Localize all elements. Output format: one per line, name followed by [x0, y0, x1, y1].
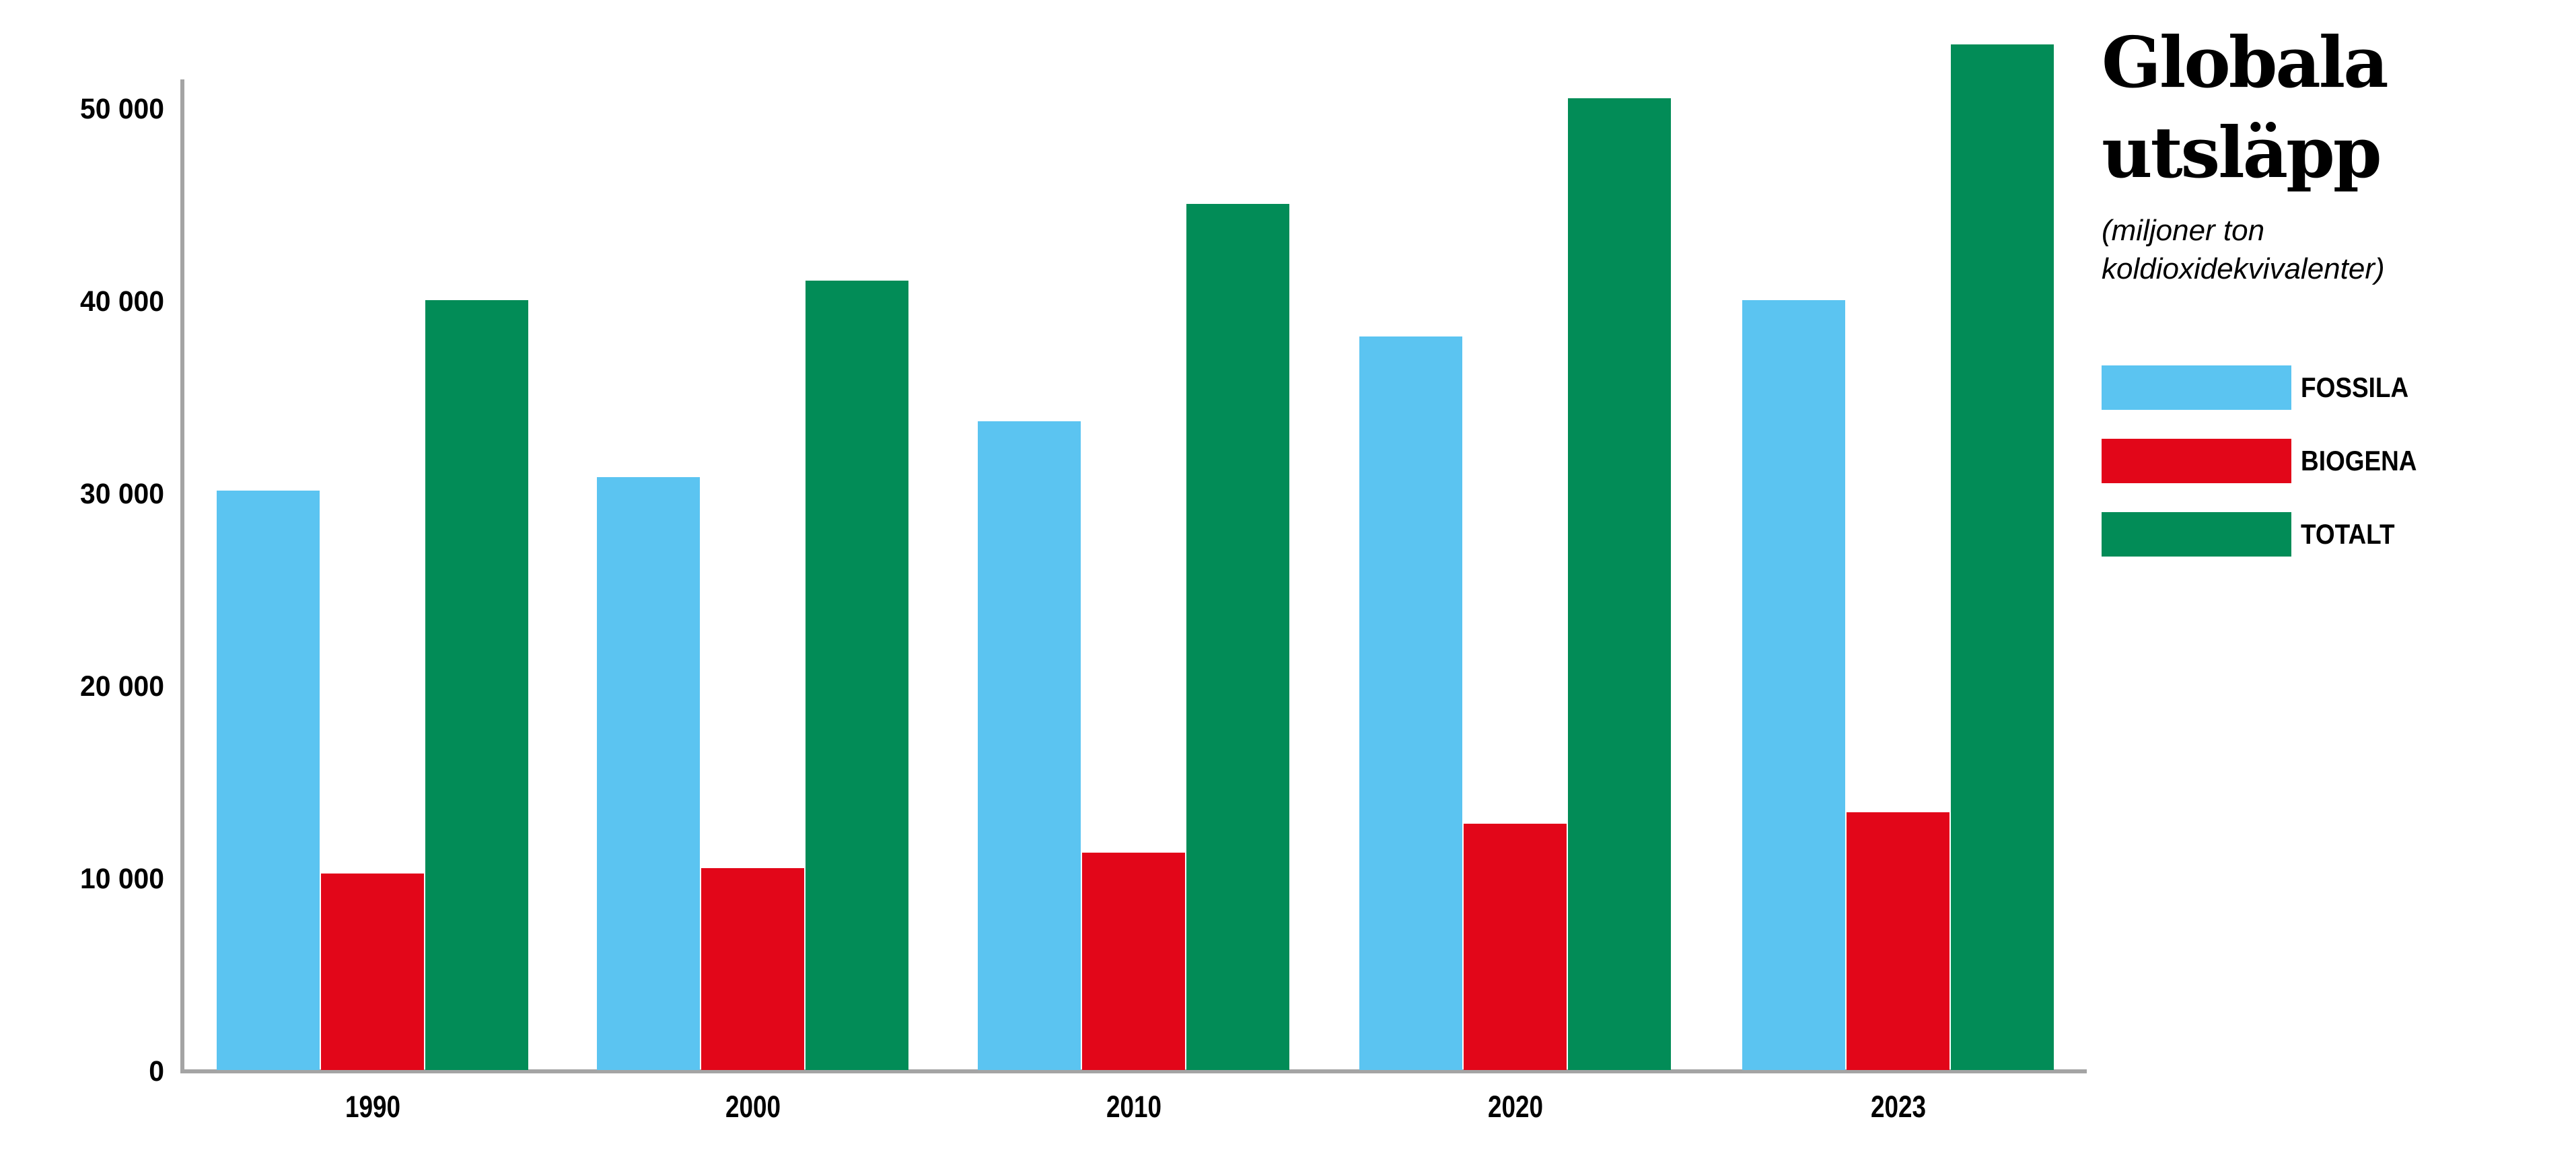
legend-swatch-totalt — [2102, 512, 2291, 557]
bar-totalt-2023 — [1951, 44, 2054, 1070]
x-axis — [180, 1069, 2087, 1073]
legend-label-totalt: TOTALT — [2301, 518, 2395, 550]
y-tick-label-50000: 50 000 — [80, 93, 164, 125]
x-tick-label-2010: 2010 — [1106, 1090, 1162, 1124]
y-tick-label-40000: 40 000 — [80, 285, 164, 318]
legend: FOSSILA BIOGENA TOTALT — [2102, 365, 2433, 585]
title-block: Globala utsläpp (miljoner ton koldioxide… — [2102, 17, 2478, 288]
legend-swatch-fossila — [2102, 365, 2291, 410]
bar-fossila-2023 — [1742, 300, 1845, 1070]
x-tick-label-2020: 2020 — [1487, 1090, 1544, 1124]
bar-biogena-2023 — [1847, 812, 1949, 1070]
bar-totalt-2010 — [1186, 204, 1289, 1070]
legend-item-fossila: FOSSILA — [2102, 365, 2433, 410]
bar-totalt-2000 — [806, 281, 908, 1070]
bar-fossila-2020 — [1359, 336, 1462, 1070]
bar-fossila-1990 — [217, 491, 320, 1070]
page-title: Globala utsläpp — [2102, 21, 2389, 194]
bar-biogena-2020 — [1464, 824, 1567, 1070]
bar-biogena-2010 — [1082, 853, 1185, 1070]
bar-biogena-2000 — [701, 868, 804, 1070]
bar-totalt-1990 — [425, 300, 528, 1070]
legend-label-fossila: FOSSILA — [2301, 371, 2409, 403]
legend-item-totalt: TOTALT — [2102, 512, 2433, 557]
legend-item-biogena: BIOGENA — [2102, 439, 2433, 483]
bar-fossila-2010 — [978, 421, 1081, 1070]
y-tick-label-10000: 10 000 — [80, 863, 164, 895]
y-axis — [180, 79, 184, 1073]
y-tick-label-0: 0 — [149, 1055, 164, 1088]
x-tick-label-2000: 2000 — [725, 1090, 781, 1124]
y-tick-label-20000: 20 000 — [80, 670, 164, 703]
legend-swatch-biogena — [2102, 439, 2291, 483]
bar-fossila-2000 — [597, 477, 700, 1070]
bar-totalt-2020 — [1568, 98, 1671, 1070]
legend-label-biogena: BIOGENA — [2301, 445, 2417, 476]
chart-subtitle: (miljoner ton koldioxidekvivalenter) — [2102, 214, 2385, 285]
x-tick-label-1990: 1990 — [345, 1090, 401, 1124]
y-tick-label-30000: 30 000 — [80, 478, 164, 510]
x-tick-label-2023: 2023 — [1870, 1090, 1927, 1124]
bar-biogena-1990 — [321, 874, 424, 1070]
